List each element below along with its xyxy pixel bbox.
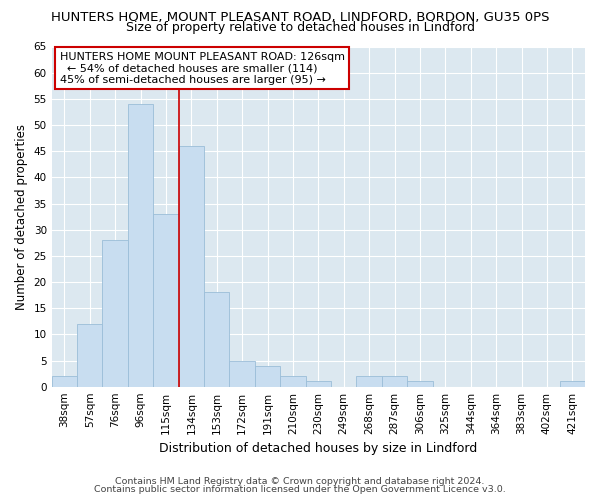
Bar bbox=[77, 324, 103, 386]
Bar bbox=[356, 376, 382, 386]
Bar bbox=[280, 376, 305, 386]
Text: HUNTERS HOME MOUNT PLEASANT ROAD: 126sqm
  ← 54% of detached houses are smaller : HUNTERS HOME MOUNT PLEASANT ROAD: 126sqm… bbox=[59, 52, 344, 85]
Bar bbox=[204, 292, 229, 386]
Bar bbox=[255, 366, 280, 386]
X-axis label: Distribution of detached houses by size in Lindford: Distribution of detached houses by size … bbox=[159, 442, 478, 455]
Bar bbox=[407, 382, 433, 386]
Text: Contains HM Land Registry data © Crown copyright and database right 2024.: Contains HM Land Registry data © Crown c… bbox=[115, 477, 485, 486]
Text: Size of property relative to detached houses in Lindford: Size of property relative to detached ho… bbox=[125, 22, 475, 35]
Bar bbox=[229, 360, 255, 386]
Y-axis label: Number of detached properties: Number of detached properties bbox=[15, 124, 28, 310]
Bar bbox=[128, 104, 153, 387]
Bar bbox=[560, 382, 585, 386]
Bar bbox=[179, 146, 204, 386]
Bar bbox=[382, 376, 407, 386]
Bar bbox=[52, 376, 77, 386]
Text: HUNTERS HOME, MOUNT PLEASANT ROAD, LINDFORD, BORDON, GU35 0PS: HUNTERS HOME, MOUNT PLEASANT ROAD, LINDF… bbox=[51, 11, 549, 24]
Bar bbox=[153, 214, 179, 386]
Bar bbox=[103, 240, 128, 386]
Text: Contains public sector information licensed under the Open Government Licence v3: Contains public sector information licen… bbox=[94, 485, 506, 494]
Bar bbox=[305, 382, 331, 386]
